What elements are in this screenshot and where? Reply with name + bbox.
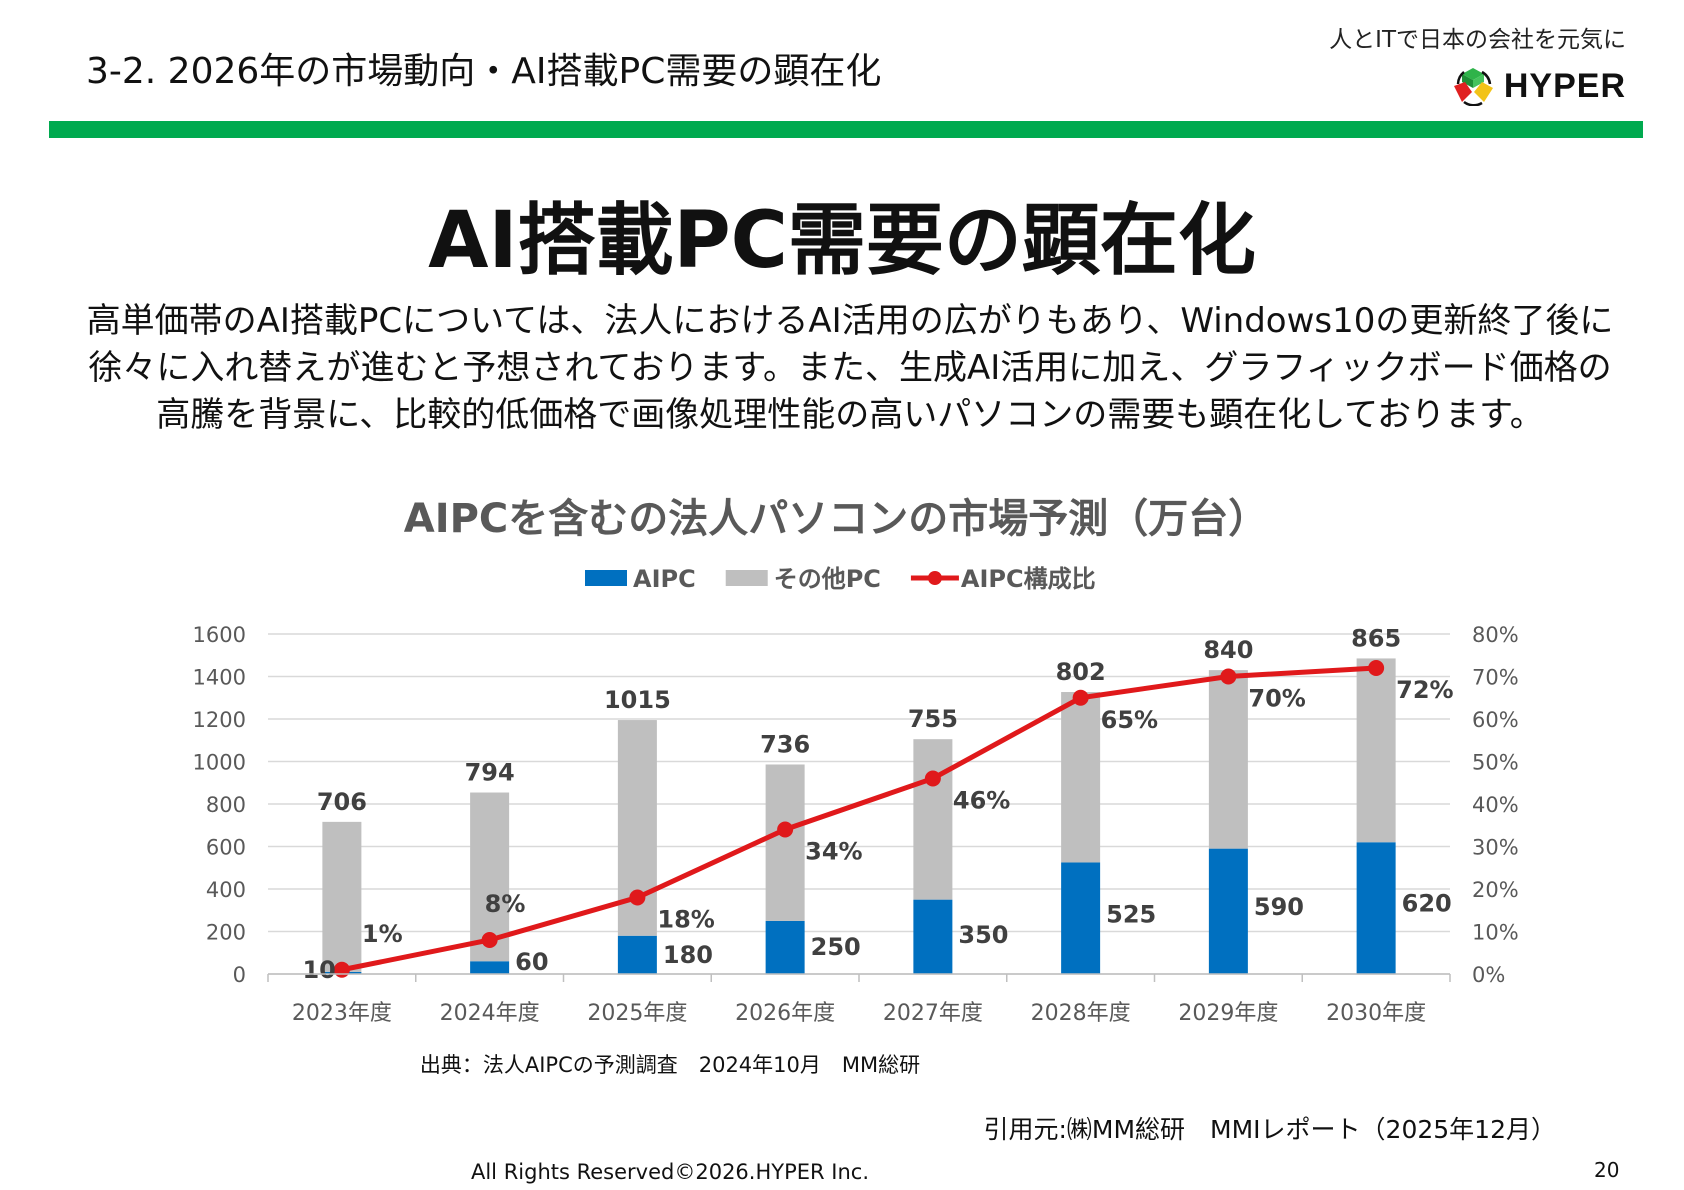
aipc-value-label: 250 — [811, 933, 861, 961]
tagline: 人とITで日本の会社を元気に — [1329, 27, 1626, 53]
logo: HYPER — [1450, 66, 1626, 106]
aipc-ratio-point — [1220, 668, 1237, 685]
section-title: 3-2. 2026年の市場動向・AI搭載PC需要の顕在化 — [86, 51, 882, 92]
body-text: 高単価帯のAI搭載PCについては、法人におけるAI活用の広がりもあり、Windo… — [86, 301, 1614, 435]
y-left-tick-label: 1600 — [193, 623, 246, 647]
chart-source: 出典：法人AIPCの予測調査 2024年10月 MM総研 — [419, 1053, 921, 1077]
chart-bars — [322, 658, 1396, 974]
aipc-ratio-line — [341, 665, 1377, 973]
y-left-tick-label: 1200 — [193, 708, 246, 732]
bar-other-pc — [913, 739, 953, 900]
aipc-value-label: 10 — [302, 956, 335, 984]
legend-swatch — [725, 570, 768, 586]
aipc-ratio-label: 18% — [657, 906, 714, 934]
other-pc-value-label: 865 — [1351, 624, 1401, 652]
y-right-tick-label: 70% — [1472, 666, 1519, 690]
header-divider — [49, 121, 1643, 138]
legend-swatch — [585, 570, 627, 586]
x-tick-label: 2024年度 — [440, 1001, 540, 1026]
y-left-tick-label: 1000 — [193, 751, 246, 775]
x-tick-label: 2023年度 — [292, 1001, 392, 1026]
other-pc-value-label: 1015 — [604, 686, 671, 714]
x-tick-label: 2029年度 — [1178, 1001, 1278, 1026]
legend-label: その他PC — [774, 565, 881, 593]
aipc-ratio-point — [1368, 660, 1385, 676]
y-right-tick-label: 0% — [1472, 963, 1505, 987]
citation: 引用元:㈱MM総研 MMIレポート（2025年12月） — [983, 1115, 1556, 1144]
other-pc-value-label: 794 — [465, 759, 515, 787]
y-right-tick-label: 30% — [1472, 836, 1519, 860]
aipc-ratio-label: 34% — [805, 838, 862, 866]
aipc-ratio-label: 8% — [485, 890, 526, 918]
aipc-ratio-label: 72% — [1396, 676, 1453, 704]
aipc-value-label: 590 — [1254, 893, 1304, 921]
x-tick-label: 2028年度 — [1031, 1001, 1131, 1026]
legend-marker — [927, 571, 942, 585]
y-left-tick-label: 0 — [233, 963, 246, 987]
aipc-ratio-point — [629, 889, 646, 906]
market-forecast-chart: AIPCを含むの法人パソコンの市場予測（万台） AIPC その他PC AIPC構成比… — [193, 496, 1519, 1026]
x-tick-label: 2027年度 — [883, 1001, 983, 1026]
legend-label: AIPC — [633, 565, 696, 593]
bar-other-pc — [1061, 692, 1101, 863]
other-pc-value-label: 736 — [760, 730, 810, 758]
y-right-tick-label: 20% — [1472, 878, 1519, 902]
bar-other-pc — [765, 764, 805, 921]
other-pc-value-label: 755 — [908, 705, 958, 733]
aipc-ratio-point — [1072, 689, 1089, 706]
bar-aipc — [617, 935, 657, 974]
footer-copyright: All Rights Reserved©2026.HYPER Inc. — [470, 1160, 870, 1184]
aipc-value-label: 60 — [515, 948, 548, 976]
bar-other-pc — [1208, 670, 1248, 849]
bar-aipc — [1356, 842, 1396, 974]
aipc-ratio-label: 46% — [953, 787, 1010, 815]
y-right-tick-label: 60% — [1472, 708, 1519, 732]
bar-aipc — [1061, 862, 1101, 974]
chart-title: AIPCを含むの法人パソコンの市場予測（万台） — [404, 496, 1269, 542]
bar-aipc — [1208, 848, 1248, 974]
aipc-ratio-point — [333, 961, 350, 978]
page-number: 20 — [1594, 1158, 1620, 1182]
main-title: AI搭載PC需要の顕在化 — [428, 196, 1256, 286]
other-pc-value-label: 802 — [1056, 658, 1106, 686]
chart-legend: AIPC その他PC AIPC構成比 — [585, 565, 1096, 593]
legend-label: AIPC構成比 — [961, 565, 1096, 593]
bar-other-pc — [1356, 658, 1396, 843]
aipc-value-label: 620 — [1402, 890, 1452, 918]
y-right-tick-label: 80% — [1472, 623, 1519, 647]
aipc-ratio-label: 65% — [1101, 706, 1158, 734]
logo-text: HYPER — [1503, 66, 1626, 105]
bar-aipc — [470, 961, 510, 974]
y-left-tick-label: 600 — [206, 836, 246, 860]
bar-aipc — [913, 899, 953, 974]
hyper-logo-icon — [1453, 68, 1493, 106]
x-tick-label: 2030年度 — [1326, 1001, 1426, 1026]
other-pc-value-label: 706 — [317, 788, 367, 816]
aipc-ratio-label: 70% — [1248, 685, 1305, 713]
aipc-value-label: 180 — [663, 941, 713, 969]
bar-other-pc — [322, 821, 362, 972]
y-right-tick-label: 10% — [1472, 921, 1519, 945]
chart-axes: 0 0% 200 10% 400 20% 600 30% 800 40% 1000 50% 1200 60… — [193, 623, 1519, 1026]
chart-labels: 706 10 794 60 1015 180 736 250 755 350 802 525 840 59… — [302, 624, 1453, 984]
y-left-tick-label: 200 — [206, 921, 246, 945]
y-left-tick-label: 1400 — [193, 666, 246, 690]
aipc-ratio-point — [481, 932, 498, 948]
bar-aipc — [765, 920, 805, 974]
x-tick-label: 2025年度 — [587, 1001, 687, 1026]
aipc-ratio-point — [777, 821, 794, 838]
y-left-tick-label: 400 — [206, 878, 246, 902]
aipc-ratio-point — [924, 770, 941, 787]
aipc-value-label: 350 — [958, 921, 1008, 949]
aipc-value-label: 525 — [1106, 901, 1156, 929]
x-tick-label: 2026年度 — [735, 1001, 835, 1026]
other-pc-value-label: 840 — [1203, 636, 1253, 664]
y-right-tick-label: 40% — [1472, 793, 1519, 817]
aipc-ratio-label: 1% — [362, 920, 403, 948]
y-right-tick-label: 50% — [1472, 751, 1519, 775]
y-left-tick-label: 800 — [206, 793, 246, 817]
